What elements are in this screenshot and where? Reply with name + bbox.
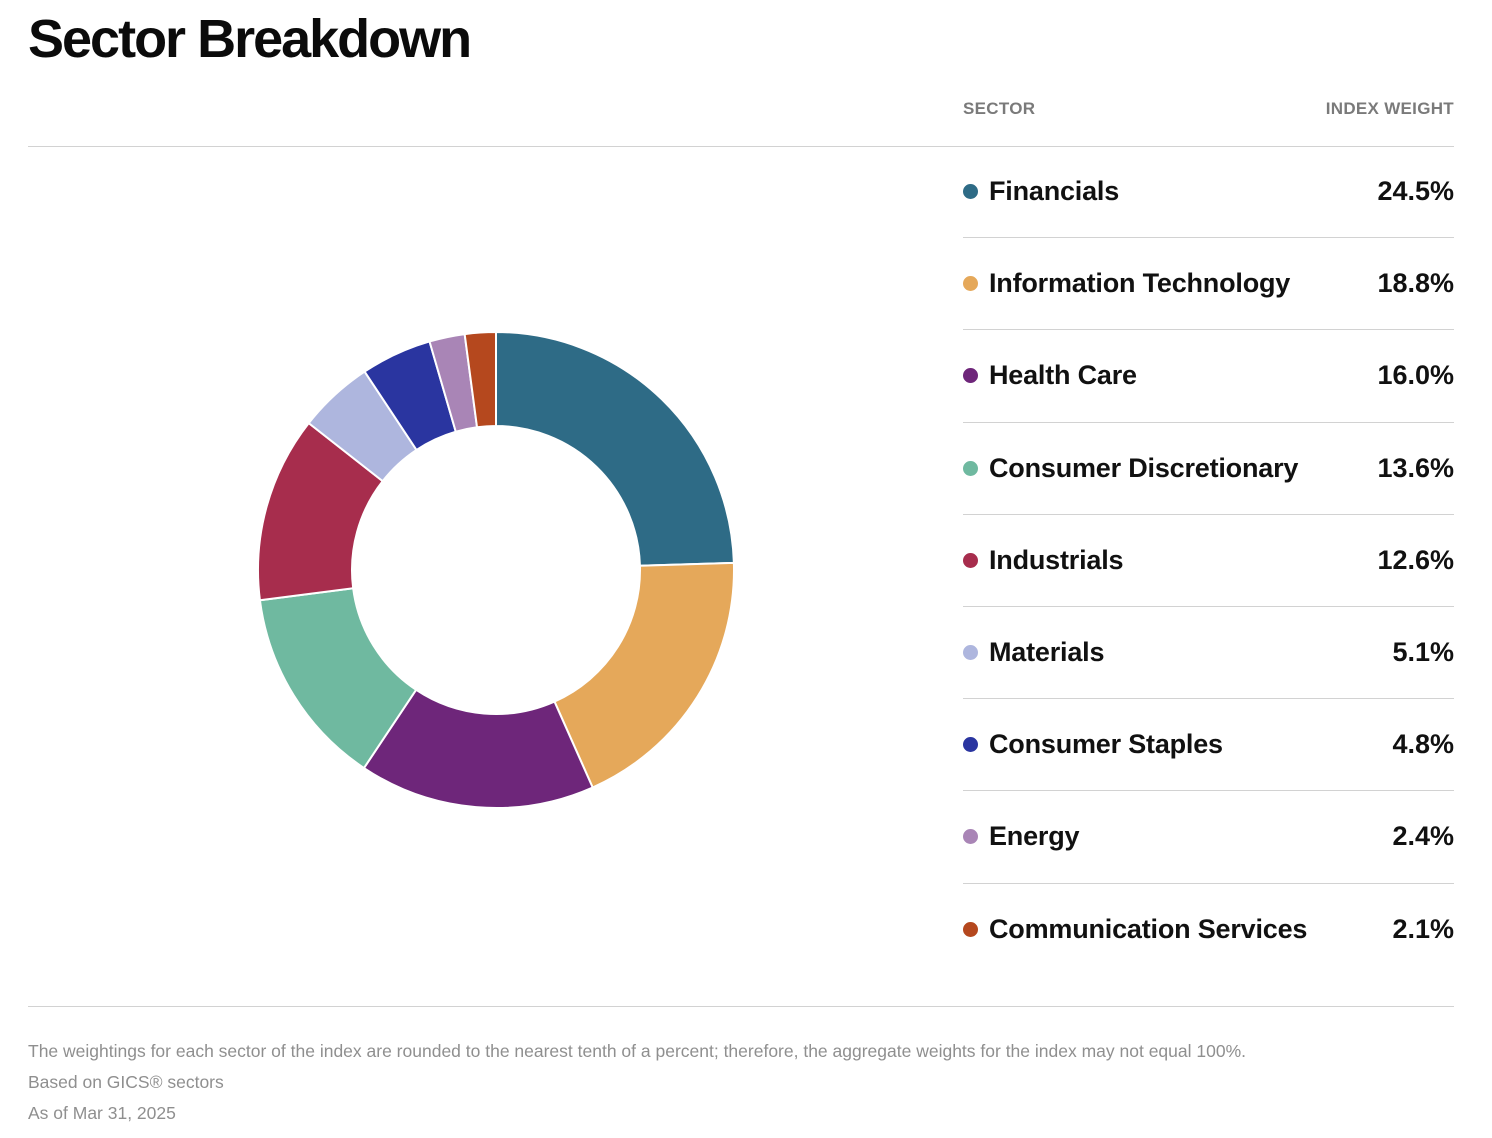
sector-label-group: Health Care (963, 360, 1137, 391)
sector-label-group: Energy (963, 821, 1080, 852)
header-divider (28, 146, 1454, 147)
sector-label-group: Consumer Staples (963, 729, 1223, 760)
page-title: Sector Breakdown (28, 9, 472, 69)
sector-row: Communication Services 2.1% (963, 884, 1454, 976)
donut-slice-information-technology (553, 561, 735, 789)
sector-weight: 16.0% (1377, 360, 1454, 391)
sector-name: Health Care (989, 360, 1137, 391)
sector-name: Communication Services (989, 914, 1308, 945)
sector-row: Energy 2.4% (963, 791, 1454, 884)
legend-dot-icon (963, 552, 978, 568)
legend-dot-icon (963, 460, 978, 476)
donut-slice-communication-services (463, 330, 497, 429)
sector-weight: 2.1% (1392, 914, 1454, 945)
sector-weight: 18.8% (1377, 268, 1454, 299)
sector-label-group: Materials (963, 637, 1104, 668)
column-header-sector: SECTOR (963, 99, 1036, 118)
legend-dot-icon (963, 737, 978, 753)
sector-weight: 12.6% (1377, 544, 1454, 575)
sector-row: Financials 24.5% (963, 146, 1454, 239)
sector-row: Materials 5.1% (963, 607, 1454, 700)
sector-label-group: Financials (963, 176, 1119, 207)
sector-donut-chart (248, 322, 744, 818)
sector-weight: 13.6% (1377, 452, 1454, 483)
donut-svg (257, 330, 735, 809)
sector-name: Industrials (989, 544, 1124, 575)
sector-row: Industrials 12.6% (963, 515, 1454, 607)
sector-name: Financials (989, 176, 1120, 207)
sector-name: Consumer Staples (989, 729, 1223, 760)
legend-dot-icon (963, 276, 978, 292)
sector-name: Information Technology (989, 268, 1291, 299)
footnote-gics: Based on GICS® sectors (28, 1072, 224, 1092)
sector-table-header: SECTOR INDEX WEIGHT (963, 98, 1454, 120)
footnote-as-of-date: As of Mar 31, 2025 (28, 1103, 176, 1123)
sector-row: Health Care 16.0% (963, 330, 1454, 423)
sector-name: Materials (989, 637, 1105, 668)
sector-label-group: Communication Services (963, 914, 1307, 945)
sector-row: Consumer Discretionary 13.6% (963, 423, 1454, 515)
footnotes: The weightings for each sector of the in… (28, 1036, 1454, 1129)
sector-label-group: Industrials (963, 544, 1124, 576)
sector-row: Consumer Staples 4.8% (963, 699, 1454, 792)
footnote-rounding: The weightings for each sector of the in… (28, 1041, 1246, 1061)
legend-dot-icon (963, 184, 978, 200)
donut-slice-financials (495, 330, 735, 567)
sector-label-group: Information Technology (963, 268, 1290, 299)
legend-dot-icon (963, 829, 978, 845)
sector-weight: 2.4% (1392, 821, 1454, 852)
sector-weight: 4.8% (1392, 729, 1454, 760)
sector-legend-table: Financials 24.5% Information Technology 18.… (963, 146, 1454, 976)
sector-weight: 24.5% (1377, 176, 1454, 207)
sector-name: Energy (989, 821, 1080, 852)
column-header-index-weight: INDEX WEIGHT (1325, 99, 1454, 118)
sector-name: Consumer Discretionary (989, 452, 1299, 483)
legend-dot-icon (963, 368, 978, 384)
legend-dot-icon (963, 645, 978, 661)
legend-dot-icon (963, 922, 978, 938)
footer-divider (28, 1006, 1454, 1007)
sector-weight: 5.1% (1392, 637, 1454, 668)
sector-label-group: Consumer Discretionary (963, 453, 1298, 484)
sector-row: Information Technology 18.8% (963, 238, 1454, 331)
